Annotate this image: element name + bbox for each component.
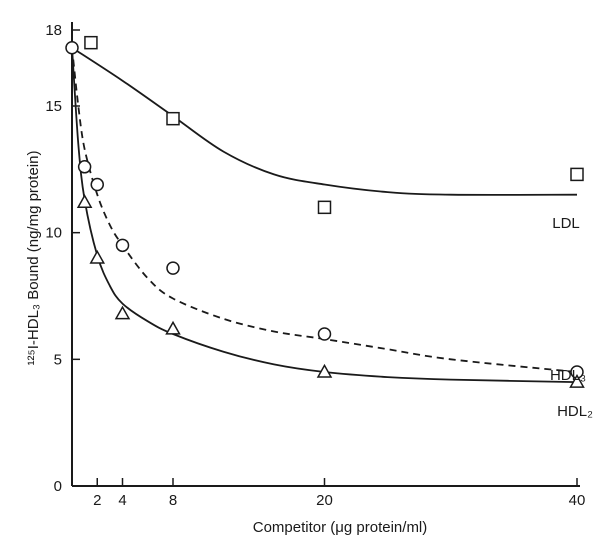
- square-marker: [570, 167, 584, 182]
- circle-marker: [90, 177, 104, 192]
- square-marker: [166, 111, 180, 126]
- circle-marker: [115, 238, 130, 253]
- x-tick-label: 2: [93, 492, 101, 509]
- y-tick-label: 18: [45, 22, 62, 39]
- data-markers: [65, 35, 585, 388]
- x-tick-label: 20: [316, 492, 333, 509]
- series-label-triangle: HDL₂: [557, 403, 593, 420]
- y-tick-label: 10: [45, 225, 62, 242]
- square-marker: [317, 200, 332, 215]
- y-tick-label: 5: [54, 351, 62, 368]
- x-tick-label: 8: [169, 492, 177, 509]
- fit-curve-circle: [71, 47, 578, 373]
- triangle-marker: [114, 305, 131, 320]
- circle-marker: [166, 261, 180, 275]
- y-tick-label: 0: [54, 478, 62, 495]
- series-label-square: LDL: [552, 215, 580, 232]
- y-axis-title: ¹²⁵I-HDL₃ Bound (ng/mg protein): [25, 151, 42, 366]
- triangle-marker: [165, 320, 181, 335]
- triangle-marker: [89, 249, 106, 264]
- y-tick-label: 15: [45, 98, 62, 115]
- square-marker: [84, 35, 98, 50]
- triangle-marker: [76, 194, 93, 208]
- triangle-marker: [569, 374, 585, 388]
- series-labels: LDL HDL₃ HDL₂: [550, 215, 593, 420]
- x-tick-label: 4: [118, 492, 126, 509]
- fit-curve-square: [71, 46, 578, 196]
- circle-marker: [77, 160, 92, 174]
- series-label-circle: HDL₃: [550, 367, 586, 384]
- x-axis-title: Competitor (μg protein/ml): [253, 519, 428, 536]
- circle-marker: [65, 40, 79, 55]
- axes: 2 4 8 20 40 0 5 10 15 18: [45, 22, 585, 509]
- triangle-marker: [316, 363, 333, 378]
- x-tick-label: 40: [569, 492, 586, 509]
- circle-marker: [317, 327, 332, 341]
